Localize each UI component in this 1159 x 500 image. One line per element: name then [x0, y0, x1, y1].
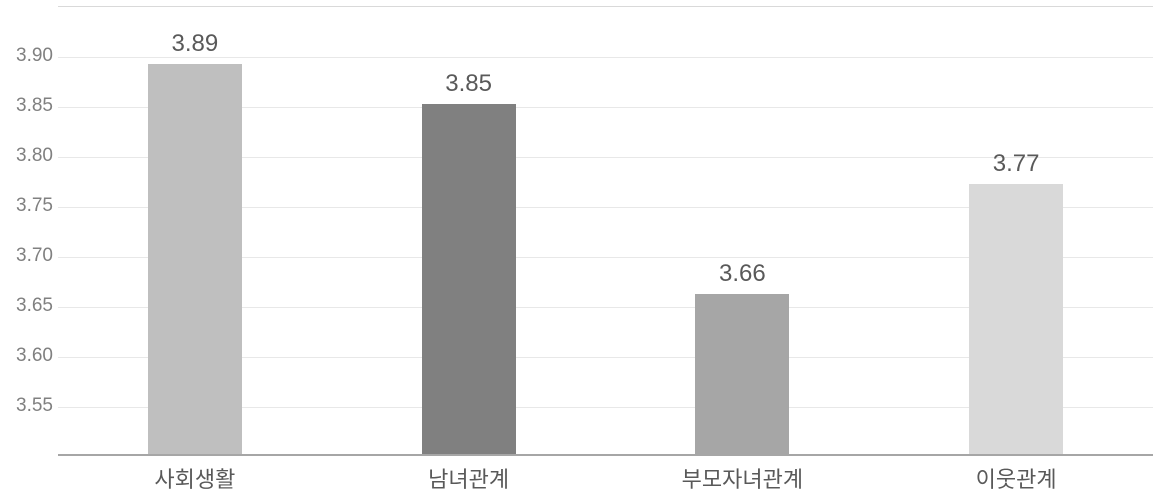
x-tick-label: 부모자녀관계 — [682, 462, 803, 494]
y-tick-label: 3.75 — [16, 195, 53, 217]
x-tick-label: 남녀관계 — [428, 462, 509, 494]
x-tick-label: 이웃관계 — [976, 462, 1057, 494]
bar-slot: 3.85 — [332, 6, 606, 456]
y-tick-label: 3.60 — [16, 345, 53, 367]
bars-area: 3.89 3.85 3.66 3.77 — [58, 6, 1153, 456]
bar-slot: 3.66 — [606, 6, 880, 456]
y-tick-label: 3.55 — [16, 395, 53, 417]
bar — [422, 104, 516, 454]
bar-slot: 3.89 — [58, 6, 332, 456]
y-tick-label: 3.65 — [16, 295, 53, 317]
y-tick-label: 3.80 — [16, 145, 53, 167]
bar-chart: 3.553.603.653.703.753.803.853.90 3.893.8… — [0, 0, 1159, 500]
data-label: 3.89 — [172, 30, 219, 58]
y-tick-label: 3.85 — [16, 95, 53, 117]
data-label: 3.77 — [993, 150, 1040, 178]
data-label: 3.66 — [719, 260, 766, 288]
y-tick-label: 3.90 — [16, 45, 53, 67]
bar — [148, 64, 242, 454]
data-label: 3.85 — [445, 70, 492, 98]
bar — [969, 184, 1063, 454]
x-tick-label: 사회생활 — [154, 462, 235, 494]
bar-slot: 3.77 — [879, 6, 1153, 456]
bar — [695, 294, 789, 454]
y-tick-label: 3.70 — [16, 245, 53, 267]
